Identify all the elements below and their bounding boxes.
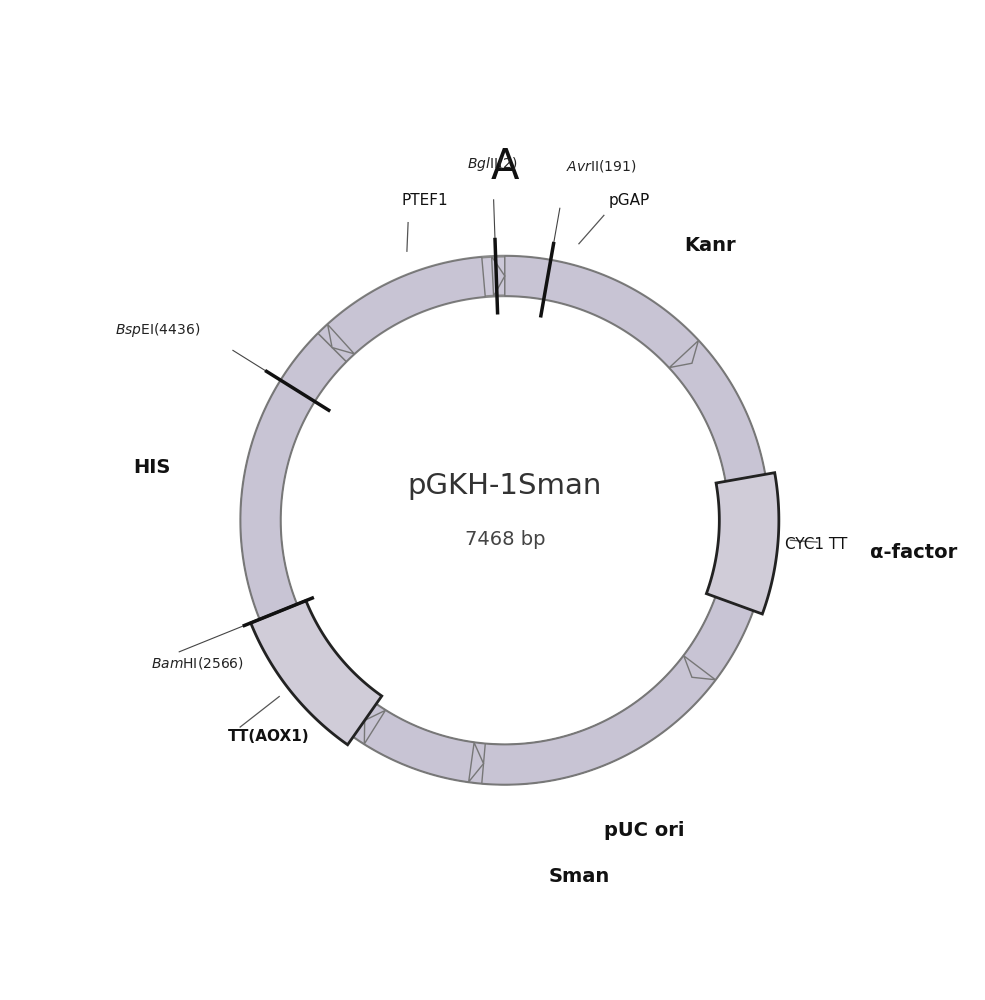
Polygon shape bbox=[677, 350, 769, 690]
Polygon shape bbox=[492, 256, 505, 296]
Polygon shape bbox=[469, 743, 484, 782]
Text: $\mathit{Bgl}$II(2): $\mathit{Bgl}$II(2) bbox=[467, 155, 518, 173]
Polygon shape bbox=[728, 478, 767, 492]
Text: PTEF1: PTEF1 bbox=[401, 193, 447, 208]
Text: pUC ori: pUC ori bbox=[604, 821, 685, 840]
Text: TT(AOX1): TT(AOX1) bbox=[229, 729, 309, 744]
Text: pGAP: pGAP bbox=[609, 193, 650, 208]
Polygon shape bbox=[240, 257, 769, 784]
Text: HIS: HIS bbox=[133, 458, 170, 477]
Polygon shape bbox=[240, 334, 346, 619]
Text: 7468 bp: 7468 bp bbox=[465, 530, 545, 549]
Polygon shape bbox=[354, 665, 707, 784]
Text: $\mathit{Bsp}$EI(4436): $\mathit{Bsp}$EI(4436) bbox=[115, 321, 201, 339]
Polygon shape bbox=[670, 341, 698, 368]
Text: $\mathit{Bam}$HI(2566): $\mathit{Bam}$HI(2566) bbox=[151, 655, 244, 671]
Text: CYC1 TT: CYC1 TT bbox=[785, 537, 847, 552]
Polygon shape bbox=[482, 597, 753, 784]
Polygon shape bbox=[328, 324, 355, 354]
Polygon shape bbox=[240, 256, 769, 784]
Text: Kanr: Kanr bbox=[684, 236, 736, 255]
Text: $\mathit{Avr}$II(191): $\mathit{Avr}$II(191) bbox=[565, 158, 636, 174]
Polygon shape bbox=[684, 656, 715, 680]
Text: pGKH-1Sman: pGKH-1Sman bbox=[408, 472, 602, 500]
Polygon shape bbox=[251, 601, 382, 745]
Text: α-factor: α-factor bbox=[870, 543, 957, 562]
Text: Sman: Sman bbox=[549, 867, 610, 886]
Polygon shape bbox=[706, 473, 779, 614]
Text: A: A bbox=[491, 146, 519, 188]
Polygon shape bbox=[364, 710, 385, 744]
Polygon shape bbox=[240, 256, 769, 784]
Polygon shape bbox=[505, 256, 765, 481]
